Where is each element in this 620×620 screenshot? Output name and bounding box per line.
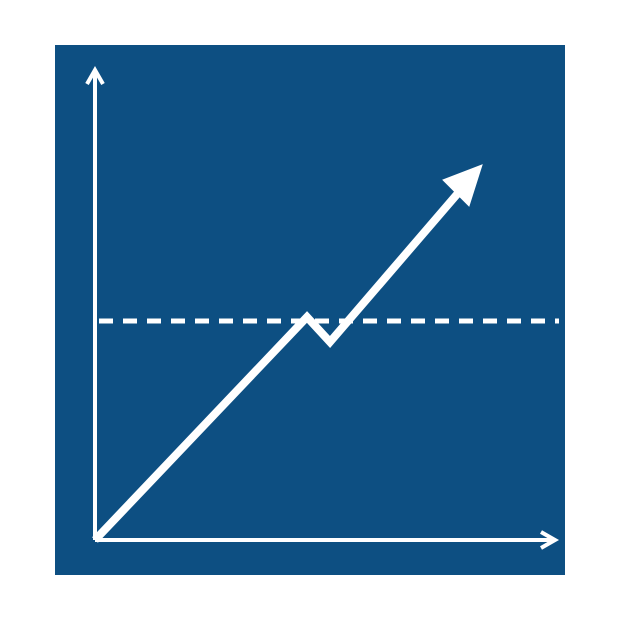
chart-svg <box>55 45 565 575</box>
trend-line <box>95 185 465 540</box>
chart-panel <box>55 45 565 575</box>
canvas <box>0 0 620 620</box>
